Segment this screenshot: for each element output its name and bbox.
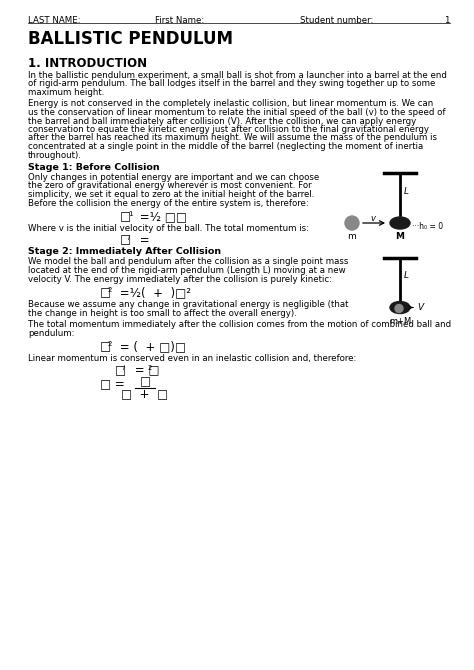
Ellipse shape: [390, 217, 410, 229]
Text: Energy is not conserved in the completely inelastic collision, but linear moment: Energy is not conserved in the completel…: [28, 100, 433, 109]
Text: =½(  +  )□²: =½( + )□²: [116, 286, 191, 299]
Text: of rigid-arm pendulum. The ball lodges itself in the barrel and they swing toget: of rigid-arm pendulum. The ball lodges i…: [28, 80, 436, 88]
Text: Before the collision the energy of the entire system is, therefore:: Before the collision the energy of the e…: [28, 198, 309, 208]
Text: In the ballistic pendulum experiment, a small ball is shot from a launcher into : In the ballistic pendulum experiment, a …: [28, 71, 447, 80]
Text: the change in height is too small to affect the overall energy).: the change in height is too small to aff…: [28, 308, 297, 318]
Text: throughout).: throughout).: [28, 151, 82, 159]
Text: BALLISTIC PENDULUM: BALLISTIC PENDULUM: [28, 30, 233, 48]
Text: Because we assume any change in gravitational energy is negligible (that: Because we assume any change in gravitat…: [28, 300, 348, 309]
Text: M: M: [395, 232, 404, 241]
Text: i: i: [128, 234, 130, 241]
Text: v: v: [370, 214, 375, 223]
Text: us the conservation of linear momentum to relate the initial speed of the ball (: us the conservation of linear momentum t…: [28, 108, 446, 117]
Text: velocity V. The energy immediately after the collision is purely kinetic:: velocity V. The energy immediately after…: [28, 275, 332, 283]
Text: after the barrel has reached its maximum height. We will assume the mass of the : after the barrel has reached its maximum…: [28, 133, 437, 143]
Text: □: □: [120, 234, 131, 247]
Text: The total momentum immediately after the collision comes from the motion of comb: The total momentum immediately after the…: [28, 320, 451, 329]
Text: 2: 2: [108, 287, 112, 293]
Text: m+M: m+M: [389, 316, 411, 326]
Text: Stage 2: Immediately After Collision: Stage 2: Immediately After Collision: [28, 247, 221, 257]
Text: conservation to equate the kinetic energy just after collision to the final grav: conservation to equate the kinetic energ…: [28, 125, 429, 134]
Text: □: □: [100, 286, 111, 299]
Text: 2: 2: [148, 366, 152, 371]
Text: □: □: [115, 364, 126, 377]
Text: Stage 1: Before Collision: Stage 1: Before Collision: [28, 163, 160, 172]
Text: □: □: [139, 375, 151, 388]
Text: LAST NAME:: LAST NAME:: [28, 16, 81, 25]
Text: Where v is the initial velocity of the ball. The total momentum is:: Where v is the initial velocity of the b…: [28, 224, 309, 233]
Text: V: V: [417, 304, 423, 312]
Circle shape: [395, 304, 403, 312]
Text: the zero of gravitational energy wherever is most convenient. For: the zero of gravitational energy whereve…: [28, 182, 311, 190]
Text: 1: 1: [128, 211, 133, 217]
Text: We model the ball and pendulum after the collision as a single point mass: We model the ball and pendulum after the…: [28, 257, 348, 267]
Text: □: □: [100, 340, 111, 353]
Ellipse shape: [390, 302, 410, 314]
Text: = □: = □: [131, 364, 159, 377]
Text: m: m: [347, 232, 356, 241]
Circle shape: [345, 216, 359, 230]
Text: □: □: [120, 210, 131, 223]
Text: Only changes in potential energy are important and we can choose: Only changes in potential energy are imp…: [28, 173, 319, 182]
Text: 1: 1: [445, 16, 450, 25]
Text: Student number:: Student number:: [300, 16, 374, 25]
Text: ···h₀ = 0: ···h₀ = 0: [412, 222, 443, 231]
Text: L: L: [404, 271, 409, 280]
Text: =½ □□: =½ □□: [136, 210, 187, 223]
Text: □  +  □: □ + □: [121, 387, 169, 400]
Text: i: i: [123, 366, 125, 371]
Text: =: =: [136, 234, 150, 247]
Text: pendulum:: pendulum:: [28, 328, 74, 338]
Text: First Name:: First Name:: [155, 16, 204, 25]
Text: = (  + □)□: = ( + □)□: [116, 340, 186, 353]
Text: Linear momentum is conserved even in an inelastic collision and, therefore:: Linear momentum is conserved even in an …: [28, 354, 356, 363]
Text: concentrated at a single point in the middle of the barrel (neglecting the momen: concentrated at a single point in the mi…: [28, 142, 423, 151]
Text: L: L: [404, 186, 409, 196]
Text: maximum height.: maximum height.: [28, 88, 104, 97]
Text: located at the end of the rigid-arm pendulum (Length L) moving at a new: located at the end of the rigid-arm pend…: [28, 266, 346, 275]
Text: 2: 2: [108, 341, 112, 347]
Text: the barrel and ball immediately after collision (V). After the collision, we can: the barrel and ball immediately after co…: [28, 117, 416, 125]
Text: 1. INTRODUCTION: 1. INTRODUCTION: [28, 57, 147, 70]
Text: □ =: □ =: [100, 379, 125, 391]
Text: simplicity, we set it equal to zero at the initial height of the barrel.: simplicity, we set it equal to zero at t…: [28, 190, 314, 199]
